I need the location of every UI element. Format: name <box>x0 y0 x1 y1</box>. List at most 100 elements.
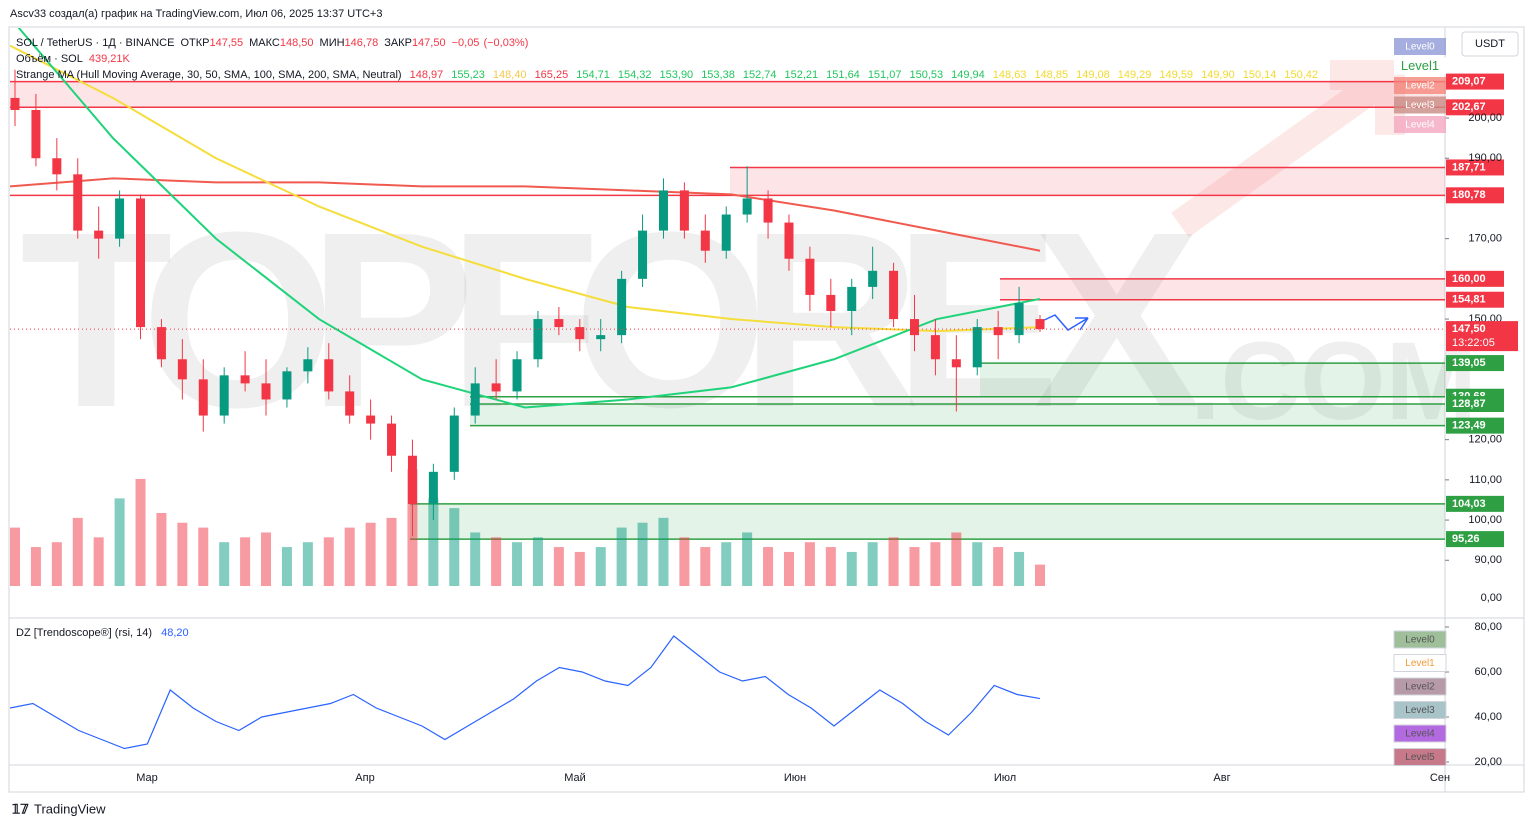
ma-value: 165,25 <box>534 69 569 81</box>
level-box-label: Level0 <box>1405 42 1435 53</box>
watermark-arrow <box>1171 60 1405 238</box>
candle-body <box>868 270 878 287</box>
ma-value: 152,21 <box>784 69 819 81</box>
y-tick-label: 120,00 <box>1468 434 1502 446</box>
volume-bar <box>1035 564 1045 586</box>
ma-value: 148,85 <box>1034 69 1069 81</box>
volume-bar <box>658 517 669 586</box>
candle-body <box>617 278 627 336</box>
moving-average <box>10 177 1041 252</box>
level-label: 104,03 <box>1452 498 1486 510</box>
ma-value: 151,07 <box>867 69 902 81</box>
level-label-bg <box>1446 355 1504 372</box>
candle-body <box>700 230 710 251</box>
volume-bar <box>783 551 794 586</box>
candle-body <box>115 198 125 239</box>
candle-body <box>847 286 857 312</box>
level-label-bg <box>1446 159 1504 176</box>
ma-title: Strange MA (Hull Moving Average, 30, 50,… <box>16 69 402 81</box>
volume-tick-label: 0,00 <box>1481 592 1502 604</box>
level-label-bg <box>1446 417 1504 434</box>
volume-bar <box>888 537 899 586</box>
x-tick-label: Мар <box>136 772 158 784</box>
ma-value: 153,38 <box>701 69 735 81</box>
level-label: 139,05 <box>1452 357 1486 369</box>
candle-body <box>512 359 522 392</box>
x-tick-label: Сен <box>1430 772 1450 784</box>
volume-bar <box>51 542 62 586</box>
volume-bar <box>261 532 272 586</box>
level-label: 160,00 <box>1452 273 1486 285</box>
currency: USDT <box>1475 38 1505 50</box>
y-tick-label: 190,00 <box>1468 152 1502 164</box>
level-box-label: Level3 <box>1405 705 1435 716</box>
candle-body <box>156 327 166 360</box>
volume-bar <box>365 522 376 586</box>
level-box <box>1394 116 1446 133</box>
zone <box>410 503 1445 540</box>
level-label: 154,81 <box>1452 294 1486 306</box>
volume-bar <box>512 542 523 586</box>
moving-average <box>17 28 1041 409</box>
frame <box>8 26 1525 793</box>
ma-value: 152,74 <box>742 69 777 81</box>
ohlc-value: 148,50 <box>279 37 314 49</box>
level-label-bg <box>1446 187 1504 204</box>
ma-value: 148,97 <box>409 69 444 81</box>
candle-body <box>282 371 292 400</box>
volume-title: Объём · SOL <box>16 53 83 65</box>
volume-bar <box>93 537 104 586</box>
ma-value: 151,64 <box>826 69 860 81</box>
ma-value: 155,23 <box>451 69 485 81</box>
level-label: 95,26 <box>1452 533 1480 545</box>
ohlc-name: МИН <box>319 37 345 49</box>
rsi-title: DZ [Trendoscope®] (rsi, 14) <box>16 627 153 639</box>
level-box-label: Level3 <box>1405 100 1435 111</box>
level-label-bg <box>1446 495 1504 512</box>
candle-body <box>930 335 940 360</box>
level-box-label: Level1 <box>1405 658 1435 669</box>
level-label-bg <box>1446 270 1504 287</box>
volume-bar <box>616 527 627 586</box>
change: −0,05 <box>451 37 480 49</box>
candle-body <box>826 294 836 312</box>
y-tick-label: 90,00 <box>1474 554 1502 566</box>
candle-body <box>303 359 313 372</box>
volume-bar <box>344 527 355 586</box>
candle-body <box>345 391 355 416</box>
y-tick-label: 200,00 <box>1468 112 1502 124</box>
zone <box>470 404 1445 426</box>
zone <box>10 81 1445 108</box>
level-label-bg <box>1446 531 1504 548</box>
legend: SOL / TetherUS · 1Д · BINANCE ОТКР147,55 М… <box>16 35 1318 83</box>
candle-body <box>1014 302 1024 336</box>
level-label-bg <box>1446 291 1504 308</box>
volume-bar <box>993 547 1004 586</box>
volume-bar <box>386 517 397 586</box>
y-tick-label: 80,00 <box>1474 621 1502 633</box>
volume-bar <box>30 547 41 586</box>
level-label: 202,67 <box>1452 101 1486 113</box>
candle-body <box>993 327 1003 336</box>
volume-bar <box>470 532 481 586</box>
volume-bar <box>930 542 941 586</box>
candle-body <box>742 198 752 215</box>
candle-body <box>31 110 41 159</box>
candle-body <box>407 455 417 504</box>
volume-bar <box>951 532 962 586</box>
candle-body <box>470 383 480 416</box>
volume-bar <box>114 498 125 586</box>
x-tick-label: Авг <box>1213 772 1230 784</box>
currency-button[interactable] <box>1461 31 1519 57</box>
candle-body <box>1035 319 1045 330</box>
ohlc-name: ОТКР <box>180 37 210 49</box>
candle-body <box>261 383 271 400</box>
rsi-last: 48,20 <box>161 627 189 639</box>
y-tick-label: 170,00 <box>1468 233 1502 245</box>
volume-bar <box>449 508 460 586</box>
level-box <box>1394 57 1446 75</box>
rsi-line <box>10 635 1041 750</box>
brand: TradingView <box>34 801 106 816</box>
candle-body <box>428 471 438 504</box>
